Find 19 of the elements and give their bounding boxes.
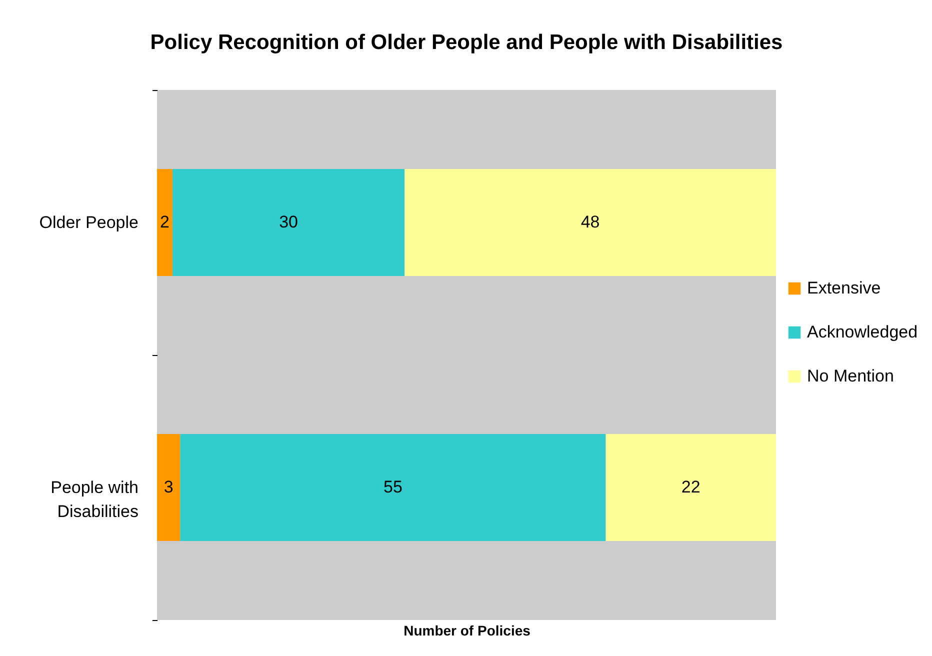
- data-label: 3: [164, 478, 174, 496]
- bar: [180, 434, 606, 541]
- bar: [606, 434, 776, 541]
- y-tick-label: Older People: [39, 213, 138, 232]
- bar: [404, 169, 776, 276]
- legend-label: No Mention: [807, 366, 894, 386]
- legend-label: Extensive: [807, 278, 881, 298]
- data-label: 30: [279, 212, 298, 232]
- bar: [157, 169, 172, 276]
- bar: [157, 434, 180, 541]
- data-label: 22: [681, 478, 700, 496]
- bar: [172, 169, 405, 276]
- x-axis-title: Number of Policies: [404, 622, 531, 638]
- legend-label: Acknowledged: [807, 322, 918, 342]
- y-tick-label: People with Disabilities: [50, 478, 138, 521]
- data-label: 48: [580, 212, 600, 232]
- chart-title: Policy Recognition of Older People and People with Disabilities: [150, 31, 783, 54]
- data-label: 55: [384, 478, 402, 496]
- data-label: 2: [160, 212, 170, 232]
